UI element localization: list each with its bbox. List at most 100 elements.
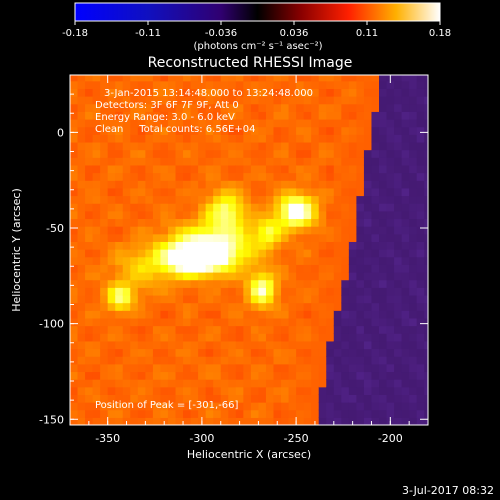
heatmap-cell (122, 233, 131, 242)
heatmap-cell (122, 333, 131, 342)
heatmap-cell (175, 264, 184, 273)
heatmap-cell (190, 233, 199, 242)
heatmap-cell (371, 187, 380, 197)
heatmap-cell (401, 180, 410, 189)
heatmap-cell (265, 241, 275, 250)
heatmap-cell (326, 294, 335, 304)
heatmap-cell (235, 287, 244, 296)
heatmap-cell (250, 241, 260, 250)
heatmap-cell (303, 317, 312, 327)
heatmap-cell (326, 88, 335, 97)
heatmap-cell (205, 249, 214, 258)
heatmap-cell (394, 271, 403, 281)
heatmap-cell (401, 149, 410, 158)
heatmap-cell (152, 157, 162, 166)
heatmap-cell (424, 111, 428, 120)
heatmap-cell (303, 157, 312, 166)
heatmap-cell (115, 111, 124, 120)
heatmap-cell (273, 218, 282, 227)
heatmap-cell (77, 256, 86, 265)
heatmap-cell (160, 103, 169, 112)
heatmap-cell (258, 317, 267, 327)
heatmap-cell (130, 172, 139, 181)
heatmap-cell (379, 417, 388, 425)
heatmap-cell (77, 103, 86, 112)
heatmap-cell (107, 279, 116, 288)
heatmap-cell (152, 203, 162, 212)
heatmap-cell (100, 271, 109, 281)
heatmap-cell (258, 356, 267, 365)
heatmap-cell (311, 325, 320, 334)
heatmap-cell (85, 141, 94, 151)
heatmap-cell (281, 348, 290, 357)
heatmap-cell (235, 279, 244, 288)
heatmap-cell (416, 279, 425, 288)
heatmap-cell (250, 111, 260, 120)
heatmap-cell (356, 218, 365, 227)
heatmap-cell (288, 249, 297, 258)
heatmap-cell (258, 164, 267, 174)
heatmap-cell (363, 88, 373, 97)
heatmap-cell (167, 264, 177, 273)
heatmap-cell (296, 149, 305, 158)
heatmap-cell (363, 75, 373, 82)
heatmap-cell (311, 80, 320, 89)
heatmap-cell (160, 333, 169, 342)
heatmap-cell (130, 164, 139, 174)
heatmap-cell (100, 348, 109, 357)
heatmap-cell (265, 141, 275, 151)
heatmap-cell (167, 348, 177, 357)
heatmap-cell (250, 287, 260, 296)
heatmap-cell (250, 294, 260, 304)
heatmap-cell (416, 103, 425, 112)
heatmap-cell (265, 80, 275, 89)
heatmap-cell (107, 80, 116, 89)
heatmap-cell (77, 394, 86, 403)
heatmap-cell (107, 210, 116, 220)
heatmap-cell (386, 356, 395, 365)
y-tick-label: -50 (46, 222, 64, 235)
heatmap-cell (311, 233, 320, 242)
heatmap-cell (401, 325, 410, 334)
heatmap-cell (70, 348, 79, 357)
heatmap-cell (356, 118, 365, 128)
heatmap-cell (333, 233, 342, 242)
heatmap-cell (296, 118, 305, 128)
heatmap-cell (281, 164, 290, 174)
heatmap-cell (77, 180, 86, 189)
heatmap-cell (394, 218, 403, 227)
heatmap-cell (167, 333, 177, 342)
heatmap-cell (77, 111, 86, 120)
heatmap-cell (167, 394, 177, 403)
heatmap-cell (152, 394, 162, 403)
heatmap-cell (394, 96, 403, 105)
heatmap-cell (379, 294, 388, 304)
heatmap-cell (394, 111, 403, 120)
heatmap-cell (281, 302, 290, 311)
heatmap-cell (122, 134, 131, 143)
heatmap-cell (416, 226, 425, 235)
heatmap-cell (235, 386, 244, 395)
heatmap-cell (296, 203, 305, 212)
heatmap-cell (258, 88, 267, 97)
heatmap-cell (250, 141, 260, 151)
heatmap-cell (228, 333, 237, 342)
heatmap-cell (379, 379, 388, 388)
heatmap-cell (273, 203, 282, 212)
heatmap-cell (100, 409, 109, 418)
heatmap-cell (220, 187, 229, 197)
heatmap-cell (70, 172, 79, 181)
heatmap-cell (190, 409, 199, 418)
heatmap-cell (145, 363, 154, 373)
heatmap-cell (386, 325, 395, 334)
heatmap-cell (424, 233, 428, 242)
heatmap-cell (213, 75, 222, 82)
heatmap-cell (409, 226, 418, 235)
heatmap-cell (228, 88, 237, 97)
heatmap-cell (424, 172, 428, 181)
heatmap-cell (107, 409, 116, 418)
heatmap-cell (167, 75, 177, 82)
x-tick-label: -200 (378, 432, 403, 445)
heatmap-cell (77, 386, 86, 395)
heatmap-cell (311, 118, 320, 128)
